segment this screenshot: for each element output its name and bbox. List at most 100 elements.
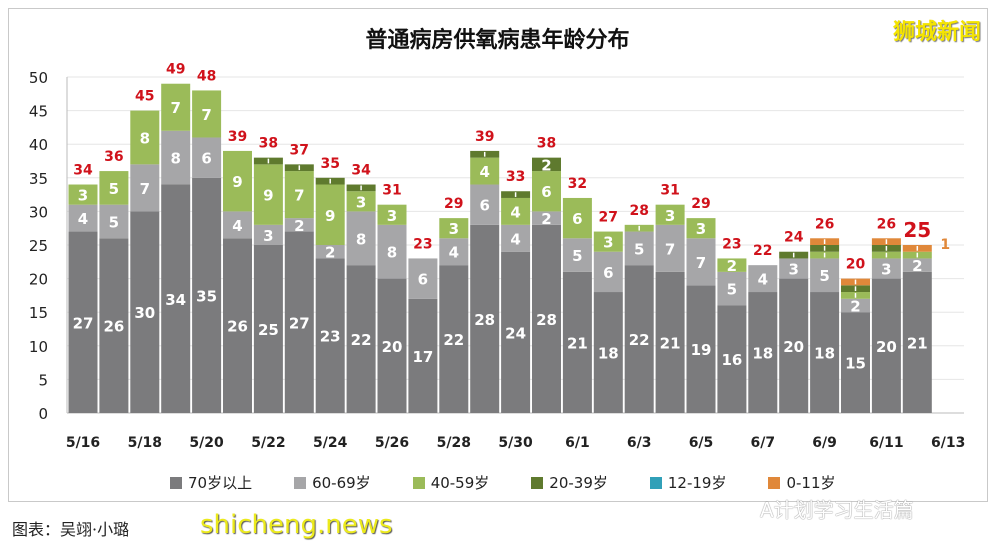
bar-segment (284, 171, 314, 219)
legend-item: 20-39岁 (531, 472, 608, 493)
bar-segment (593, 292, 623, 413)
y-tick-label: 15 (29, 304, 48, 322)
bar-segment (810, 258, 840, 293)
bar-segment (841, 298, 870, 313)
segment-label: 27 (289, 314, 310, 332)
legend-swatch (294, 476, 307, 489)
segment-label: 25 (258, 321, 279, 339)
total-label: 26 (877, 216, 896, 232)
legend-swatch (531, 476, 544, 489)
total-label: 36 (104, 149, 123, 165)
segment-label: 4 (510, 203, 520, 221)
bar-segment (315, 245, 345, 259)
bar-segment (346, 211, 376, 266)
bar-segment (686, 218, 716, 239)
segment-label: 7 (170, 99, 180, 117)
bar-segment (377, 224, 407, 279)
bar-segment (902, 271, 932, 413)
total-label: 32 (568, 176, 587, 192)
segment-label: 4 (479, 163, 489, 181)
legend-label: 60-69岁 (312, 474, 371, 492)
bar-segment (562, 197, 592, 239)
bar-segment (779, 258, 809, 279)
segment-label: 2 (541, 210, 551, 228)
y-tick-label: 25 (29, 237, 48, 255)
bar-segment (439, 238, 469, 266)
segment-label: 3 (356, 193, 366, 211)
bar-segment (532, 171, 561, 212)
segment-label: 3 (263, 227, 273, 245)
bar-segment (902, 258, 932, 272)
segment-label: 3 (603, 234, 613, 252)
y-tick-label: 50 (29, 69, 48, 87)
bar-segment (717, 305, 747, 413)
legend-item: 40-59岁 (412, 472, 490, 493)
bar-segment (593, 231, 623, 252)
legend-swatch (649, 476, 662, 489)
x-tick-label: 5/18 (128, 435, 162, 451)
watermark-account: A计划学习生活篇 (760, 498, 914, 522)
bar-segment (315, 258, 345, 413)
segment-label-outside: 1 (940, 237, 950, 253)
brand-logo: 狮城新闻 (892, 20, 981, 45)
chart-title: 普通病房供氧病患年龄分布 (365, 28, 630, 53)
bar-segment (284, 231, 314, 413)
segment-label: 24 (505, 324, 526, 342)
y-tick-label: 10 (29, 338, 48, 356)
segment-label: 7 (665, 240, 675, 258)
y-tick-label: 5 (38, 371, 48, 389)
segment-label: 21 (907, 334, 928, 352)
x-tick-label: 5/16 (66, 435, 100, 451)
bar-segment (841, 312, 870, 413)
segment-label: 18 (598, 345, 619, 363)
total-label: 49 (166, 62, 185, 78)
x-tick-label: 6/11 (869, 435, 903, 451)
segment-label: 18 (814, 345, 835, 363)
x-tick-label: 6/1 (565, 435, 590, 451)
bar-segment (99, 238, 129, 413)
segment-label: 15 (845, 355, 866, 373)
total-label: 39 (475, 129, 494, 145)
segment-label: 5 (819, 267, 829, 285)
segment-label: 20 (783, 338, 804, 356)
y-tick-label: 35 (29, 170, 48, 188)
legend-item: 60-69岁 (294, 472, 371, 493)
segment-label: 26 (103, 318, 124, 336)
segment-label: 2 (727, 257, 737, 275)
total-label: 26 (815, 216, 834, 232)
bar-segment (470, 184, 500, 225)
bar-segment (439, 265, 469, 413)
total-label: 27 (599, 210, 618, 226)
bar-segment (253, 245, 283, 413)
segment-label: 35 (196, 287, 217, 305)
legend-label: 40-59岁 (430, 474, 490, 492)
segment-label: 4 (232, 217, 242, 235)
segment-label: 7 (696, 254, 706, 272)
total-label: 39 (228, 129, 247, 145)
total-label: 35 (320, 156, 339, 172)
segment-label: 5 (109, 180, 119, 198)
segment-label: 7 (201, 106, 211, 124)
bar-segment (68, 231, 98, 413)
segment-label: 8 (140, 129, 150, 147)
watermark-site: shicheng.news (200, 510, 393, 540)
bar-segment (315, 184, 345, 245)
total-label: 34 (351, 163, 371, 179)
bar-segment (377, 278, 407, 413)
segment-label: 22 (629, 331, 650, 349)
total-label: 24 (784, 230, 804, 246)
legend-swatch (768, 476, 781, 489)
segment-label: 26 (227, 318, 248, 336)
bar-segment (717, 258, 747, 272)
x-tick-label: 5/24 (313, 435, 348, 451)
legend-label: 12-19岁 (667, 474, 727, 492)
segment-label: 5 (727, 281, 737, 299)
bar-segment (99, 204, 129, 239)
x-tick-label: 5/20 (189, 435, 224, 451)
segment-label: 3 (696, 220, 706, 238)
segment-label: 27 (73, 314, 94, 332)
y-tick-label: 45 (29, 103, 48, 121)
bar-segment (68, 184, 98, 205)
bar-segment (810, 292, 840, 413)
